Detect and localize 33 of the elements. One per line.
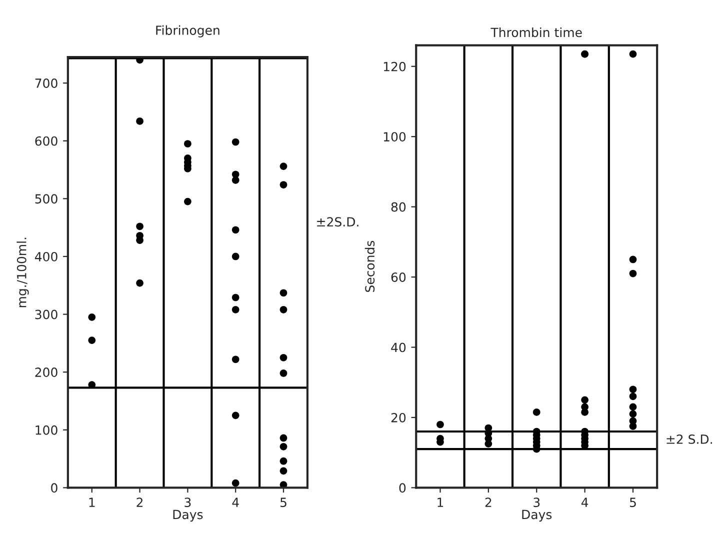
y-tick-label: 300 [35, 310, 58, 320]
y-tick-label: 100 [36, 425, 58, 435]
x-tick-label: 5 [280, 498, 286, 508]
text: ±2 S.D. [666, 434, 712, 444]
x-tick-label: 1 [438, 498, 444, 507]
y-tick-label: 500 [35, 194, 58, 204]
y-tick-label: 0 [51, 483, 58, 493]
chart-title: Thrombin time [490, 27, 582, 38]
chart-title: Fibrinogen [156, 25, 220, 38]
x-tick-label: 4 [232, 498, 239, 507]
x-tick-label: 2 [485, 498, 492, 507]
x-tick-label: 2 [136, 498, 143, 507]
y-tick-label: 120 [384, 62, 406, 72]
y-tick-label: 40 [391, 342, 406, 352]
x-tick-label: 1 [89, 498, 95, 507]
y-tick-label: 400 [34, 252, 58, 262]
y-tick-label: 600 [35, 136, 58, 146]
y-tick-label: 200 [35, 368, 58, 378]
y-tick-label: 60 [391, 272, 406, 282]
x-tick-label: 3 [184, 498, 191, 508]
y-axis-title: Seconds [364, 240, 375, 292]
y-tick-label: 80 [391, 202, 406, 212]
x-tick-label: 5 [630, 498, 636, 508]
x-axis-title: Days [173, 510, 203, 522]
x-axis-title: Days [522, 510, 552, 522]
y-tick-label: 100 [384, 132, 406, 142]
y-tick-label: 0 [399, 483, 406, 493]
x-tick-label: 3 [534, 498, 540, 508]
y-axis-title: mg./100ml. [16, 238, 29, 308]
text: ±2S.D. [317, 217, 358, 227]
x-tick-label: 4 [581, 498, 588, 507]
y-tick-label: 700 [35, 78, 58, 88]
y-tick-label: 20 [391, 412, 406, 422]
